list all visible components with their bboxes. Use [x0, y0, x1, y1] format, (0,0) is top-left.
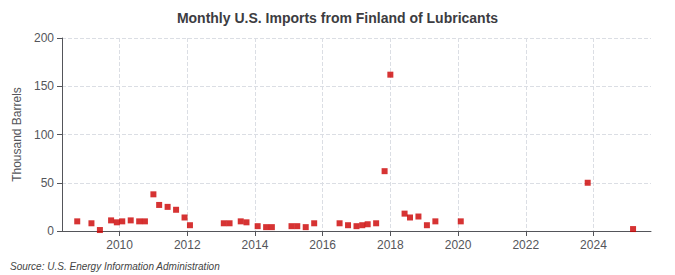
svg-text:100: 100	[34, 128, 54, 142]
svg-text:2014: 2014	[242, 238, 269, 252]
svg-text:2010: 2010	[106, 238, 133, 252]
svg-text:2012: 2012	[174, 238, 201, 252]
svg-text:150: 150	[34, 79, 54, 93]
svg-text:2018: 2018	[377, 238, 404, 252]
svg-text:200: 200	[34, 31, 54, 45]
svg-text:2024: 2024	[580, 238, 607, 252]
svg-text:Thousand Barrels: Thousand Barrels	[10, 87, 24, 182]
svg-text:2016: 2016	[309, 238, 336, 252]
svg-text:2022: 2022	[512, 238, 539, 252]
svg-text:Monthly U.S. Imports from Finl: Monthly U.S. Imports from Finland of Lub…	[177, 10, 498, 26]
svg-text:Source: U.S. Energy Informatio: Source: U.S. Energy Information Administ…	[10, 261, 220, 272]
svg-text:50: 50	[41, 176, 55, 190]
svg-text:2020: 2020	[445, 238, 472, 252]
svg-text:0: 0	[47, 224, 54, 238]
